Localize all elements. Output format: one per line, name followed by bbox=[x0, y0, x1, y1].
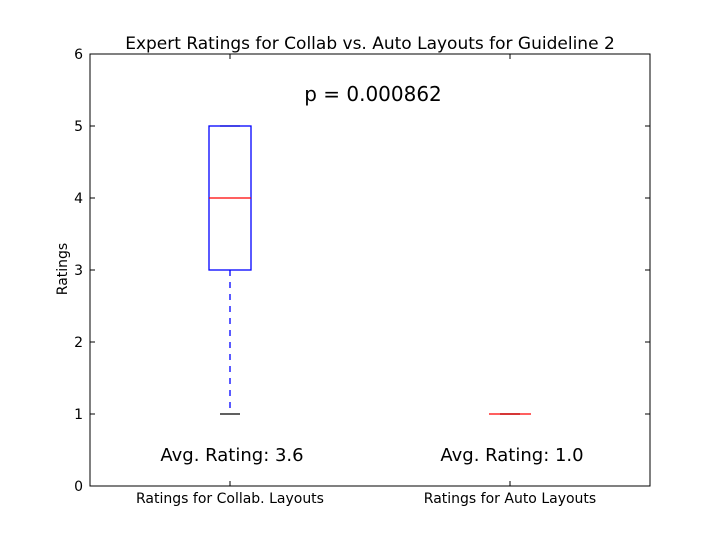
y-tick-label: 3 bbox=[74, 263, 83, 279]
y-tick-label: 1 bbox=[74, 407, 83, 423]
average-annotations: Avg. Rating: 3.6 Avg. Rating: 1.0 bbox=[160, 445, 583, 466]
chart-title: Expert Ratings for Collab vs. Auto Layou… bbox=[125, 34, 615, 54]
box-series bbox=[208, 125, 531, 415]
y-tick-label: 2 bbox=[74, 335, 83, 351]
average-rating-label: Avg. Rating: 3.6 bbox=[160, 445, 303, 466]
x-tick-label: Ratings for Collab. Layouts bbox=[136, 491, 324, 507]
y-tick-label: 4 bbox=[74, 191, 83, 207]
x-axis-tick-labels: Ratings for Collab. Layouts Ratings for A… bbox=[136, 54, 596, 507]
y-tick-label: 6 bbox=[74, 47, 83, 63]
box-1 bbox=[208, 125, 252, 415]
x-tick-label: Ratings for Auto Layouts bbox=[424, 491, 596, 507]
y-axis-ticks: 0 1 2 3 4 5 6 bbox=[74, 47, 650, 495]
average-rating-label: Avg. Rating: 1.0 bbox=[440, 445, 583, 466]
y-axis-label: Ratings bbox=[55, 243, 71, 295]
y-tick-label: 0 bbox=[74, 479, 83, 495]
plot-frame bbox=[89, 53, 651, 487]
y-tick-label: 5 bbox=[74, 119, 83, 135]
p-value-annotation: p = 0.000862 bbox=[304, 82, 442, 106]
